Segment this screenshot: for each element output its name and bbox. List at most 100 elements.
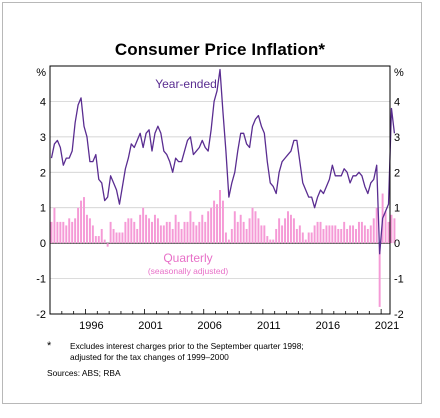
quarterly-bar [195, 225, 198, 244]
quarterly-bar [343, 221, 346, 244]
quarterly-bar [68, 218, 71, 244]
quarterly-bar [174, 214, 177, 244]
y-tick-label-left: 2 [40, 167, 46, 179]
quarterly-bar [298, 225, 301, 244]
quarterly-bar [80, 200, 83, 244]
quarterly-bar [216, 204, 219, 244]
quarterly-label: Quarterly [163, 251, 212, 265]
quarterly-bar [183, 221, 186, 244]
footnote-marker: * [47, 340, 52, 352]
quarterly-bar [168, 221, 171, 244]
quarterly-bar [221, 200, 224, 244]
quarterly-bar [227, 239, 230, 244]
quarterly-bar [65, 225, 68, 244]
quarterly-bar [375, 207, 378, 244]
quarterly-bar [115, 232, 118, 244]
quarterly-bars [50, 190, 396, 307]
year-ended-line [50, 68, 396, 255]
quarterly-bar [304, 239, 307, 244]
quarterly-bar [112, 228, 115, 244]
y-axis-label-left: % [36, 67, 46, 79]
x-tick-label: 2001 [138, 320, 162, 332]
quarterly-bar [236, 221, 239, 244]
quarterly-bar [233, 211, 236, 244]
y-tick-label-left: 4 [40, 96, 46, 108]
quarterly-bar [198, 221, 201, 244]
quarterly-bar [186, 221, 189, 244]
quarterly-bar [148, 218, 151, 244]
quarterly-bar [245, 228, 248, 244]
quarterly-bar [378, 243, 381, 307]
quarterly-bar [393, 218, 396, 244]
quarterly-bar [97, 236, 100, 244]
quarterly-bar [118, 232, 121, 244]
y-tick-label-left: 3 [40, 132, 46, 144]
quarterly-bar [281, 225, 284, 244]
quarterly-bar [363, 225, 366, 244]
quarterly-bar [295, 228, 298, 244]
quarterly-bar [151, 221, 153, 244]
quarterly-bar [219, 190, 221, 244]
quarterly-bar [334, 225, 337, 244]
quarterly-bar [251, 207, 254, 244]
quarterly-bar [204, 221, 207, 244]
footnote-line-2: adjusted for the tax changes of 1999–200… [70, 352, 229, 362]
quarterly-bar [180, 228, 183, 244]
quarterly-bar [171, 228, 174, 244]
quarterly-bar [91, 225, 94, 244]
quarterly-bar [156, 218, 159, 244]
quarterly-bar [213, 200, 216, 244]
quarterly-bar [136, 228, 139, 244]
quarterly-bar [316, 221, 319, 244]
quarterly-bar [254, 211, 257, 244]
y-tick-label-left: -2 [36, 309, 46, 321]
y-tick-label-right: -2 [394, 309, 404, 321]
quarterly-bar [74, 218, 77, 244]
quarterly-sublabel: (seasonally adjusted) [148, 266, 228, 276]
quarterly-bar [177, 221, 180, 244]
y-axis-label-right: % [394, 67, 404, 79]
y-tick-label-left: 1 [40, 203, 46, 215]
y-tick-label-right: 3 [394, 132, 400, 144]
quarterly-bar [124, 221, 127, 244]
y-tick-label-left: -1 [36, 274, 46, 286]
quarterly-bar [292, 218, 295, 244]
quarterly-bar [239, 214, 242, 244]
quarterly-bar [340, 228, 343, 244]
quarterly-bar [142, 207, 145, 244]
y-tick-label-right: 0 [394, 238, 400, 250]
quarterly-bar [278, 218, 281, 244]
quarterly-bar [201, 214, 204, 244]
quarterly-bar [121, 232, 124, 244]
quarterly-bar [272, 239, 275, 244]
quarterly-bar [307, 232, 310, 244]
quarterly-bar [287, 211, 289, 244]
x-tick-label: 2006 [197, 320, 221, 332]
quarterly-bar [145, 214, 148, 244]
quarterly-bar [275, 228, 278, 244]
quarterly-bar [355, 228, 357, 244]
quarterly-bar [103, 239, 106, 244]
year-ended-label: Year-ended [155, 77, 217, 91]
quarterly-bar [357, 221, 360, 244]
quarterly-bar [210, 207, 213, 244]
quarterly-bar [349, 225, 352, 244]
y-tick-label-left: 0 [40, 238, 46, 250]
quarterly-bar [366, 228, 369, 244]
x-tick-label: 1996 [79, 320, 103, 332]
quarterly-bar [263, 225, 266, 244]
chart-title: Consumer Price Inflation* [114, 40, 326, 59]
quarterly-bar [387, 221, 390, 244]
plot-border [49, 65, 391, 315]
quarterly-bar [269, 239, 272, 244]
quarterly-bar [59, 221, 62, 244]
quarterly-bar [384, 211, 387, 244]
quarterly-bar [331, 225, 334, 244]
y-tick-label-right: 4 [394, 96, 400, 108]
quarterly-bar [266, 236, 269, 244]
quarterly-bar [230, 228, 233, 244]
quarterly-bar [62, 221, 65, 244]
x-tick-label: 2021 [375, 320, 399, 332]
quarterly-bar [162, 225, 165, 244]
